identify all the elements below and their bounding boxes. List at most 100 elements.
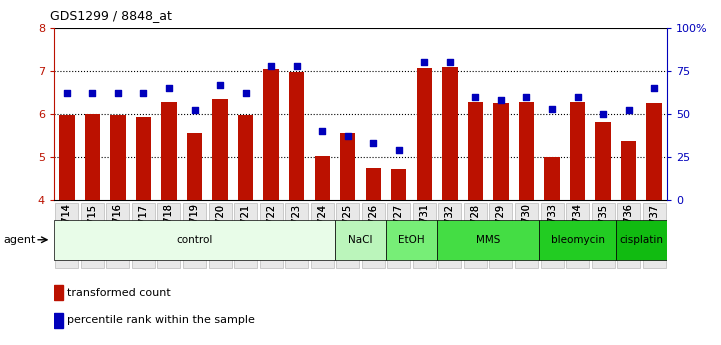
- Text: GSM40726: GSM40726: [368, 204, 379, 257]
- Point: [138, 90, 149, 96]
- Text: GSM40730: GSM40730: [521, 204, 531, 256]
- Text: GSM40715: GSM40715: [87, 204, 97, 257]
- Text: control: control: [177, 235, 213, 245]
- Text: GSM40720: GSM40720: [215, 204, 225, 257]
- Bar: [314, 156, 329, 200]
- Bar: [85, 114, 100, 200]
- Text: GSM40733: GSM40733: [547, 204, 557, 256]
- Text: GSM40714: GSM40714: [62, 204, 72, 256]
- Bar: [442, 67, 458, 200]
- FancyBboxPatch shape: [490, 203, 513, 268]
- Text: GSM40729: GSM40729: [496, 204, 506, 257]
- FancyBboxPatch shape: [642, 203, 665, 268]
- Bar: [162, 102, 177, 200]
- Text: GSM40725: GSM40725: [342, 204, 353, 257]
- Point: [163, 85, 174, 91]
- Bar: [54, 313, 63, 328]
- FancyBboxPatch shape: [335, 220, 386, 260]
- Point: [648, 85, 660, 91]
- Bar: [59, 115, 74, 200]
- FancyBboxPatch shape: [515, 203, 538, 268]
- Text: GSM40735: GSM40735: [598, 204, 608, 257]
- Text: GSM40723: GSM40723: [292, 204, 301, 257]
- Text: GSM40724: GSM40724: [317, 204, 327, 257]
- Point: [444, 59, 456, 65]
- Text: GSM40715: GSM40715: [87, 204, 97, 257]
- Point: [368, 140, 379, 146]
- Point: [419, 59, 430, 65]
- Text: GSM40714: GSM40714: [62, 204, 72, 256]
- Bar: [187, 133, 202, 200]
- Text: percentile rank within the sample: percentile rank within the sample: [66, 315, 255, 325]
- Text: GSM40718: GSM40718: [164, 204, 174, 256]
- Text: GSM40736: GSM40736: [624, 204, 634, 256]
- FancyBboxPatch shape: [234, 203, 257, 268]
- Text: GSM40730: GSM40730: [521, 204, 531, 256]
- FancyBboxPatch shape: [132, 203, 155, 268]
- Text: GSM40722: GSM40722: [266, 204, 276, 257]
- Text: GDS1299 / 8848_at: GDS1299 / 8848_at: [50, 9, 172, 22]
- Bar: [468, 102, 483, 200]
- Text: GSM40733: GSM40733: [547, 204, 557, 256]
- Text: EtOH: EtOH: [398, 235, 425, 245]
- FancyBboxPatch shape: [437, 220, 539, 260]
- Text: GSM40718: GSM40718: [164, 204, 174, 256]
- Text: GSM40736: GSM40736: [624, 204, 634, 256]
- FancyBboxPatch shape: [617, 203, 640, 268]
- Bar: [544, 157, 559, 200]
- Bar: [54, 285, 63, 300]
- Text: GSM40724: GSM40724: [317, 204, 327, 257]
- FancyBboxPatch shape: [56, 203, 79, 268]
- Point: [265, 63, 277, 68]
- Point: [189, 108, 200, 113]
- Text: agent: agent: [4, 235, 36, 245]
- Text: GSM40731: GSM40731: [420, 204, 429, 256]
- Bar: [570, 102, 585, 200]
- Bar: [366, 168, 381, 200]
- Point: [87, 90, 98, 96]
- FancyBboxPatch shape: [413, 203, 435, 268]
- FancyBboxPatch shape: [260, 203, 283, 268]
- Text: GSM40723: GSM40723: [292, 204, 301, 257]
- Text: NaCl: NaCl: [348, 235, 373, 245]
- Text: GSM40729: GSM40729: [496, 204, 506, 257]
- Text: GSM40721: GSM40721: [241, 204, 251, 257]
- Bar: [596, 122, 611, 200]
- Point: [112, 90, 124, 96]
- Bar: [493, 103, 508, 200]
- Point: [291, 63, 302, 68]
- FancyBboxPatch shape: [386, 220, 437, 260]
- Bar: [340, 133, 355, 200]
- Text: GSM40737: GSM40737: [649, 204, 659, 257]
- FancyBboxPatch shape: [81, 203, 104, 268]
- Point: [469, 94, 481, 99]
- Point: [240, 90, 252, 96]
- Text: GSM40734: GSM40734: [572, 204, 583, 256]
- FancyBboxPatch shape: [311, 203, 334, 268]
- Text: GSM40728: GSM40728: [470, 204, 480, 257]
- Text: GSM40726: GSM40726: [368, 204, 379, 257]
- Text: GSM40728: GSM40728: [470, 204, 480, 257]
- Point: [623, 108, 634, 113]
- Text: GSM40732: GSM40732: [445, 204, 455, 257]
- FancyBboxPatch shape: [208, 203, 231, 268]
- Text: GSM40719: GSM40719: [190, 204, 200, 256]
- Text: GSM40719: GSM40719: [190, 204, 200, 256]
- Point: [61, 90, 73, 96]
- Point: [495, 97, 507, 103]
- Text: GSM40732: GSM40732: [445, 204, 455, 257]
- Bar: [391, 169, 407, 200]
- Bar: [621, 141, 637, 200]
- Point: [317, 128, 328, 134]
- FancyBboxPatch shape: [157, 203, 180, 268]
- FancyBboxPatch shape: [286, 203, 308, 268]
- Text: GSM40735: GSM40735: [598, 204, 608, 257]
- Text: cisplatin: cisplatin: [619, 235, 663, 245]
- Text: GSM40731: GSM40731: [420, 204, 429, 256]
- Bar: [417, 68, 432, 200]
- Text: transformed count: transformed count: [66, 288, 170, 297]
- FancyBboxPatch shape: [438, 203, 461, 268]
- Bar: [136, 117, 151, 200]
- Text: MMS: MMS: [476, 235, 500, 245]
- FancyBboxPatch shape: [54, 220, 335, 260]
